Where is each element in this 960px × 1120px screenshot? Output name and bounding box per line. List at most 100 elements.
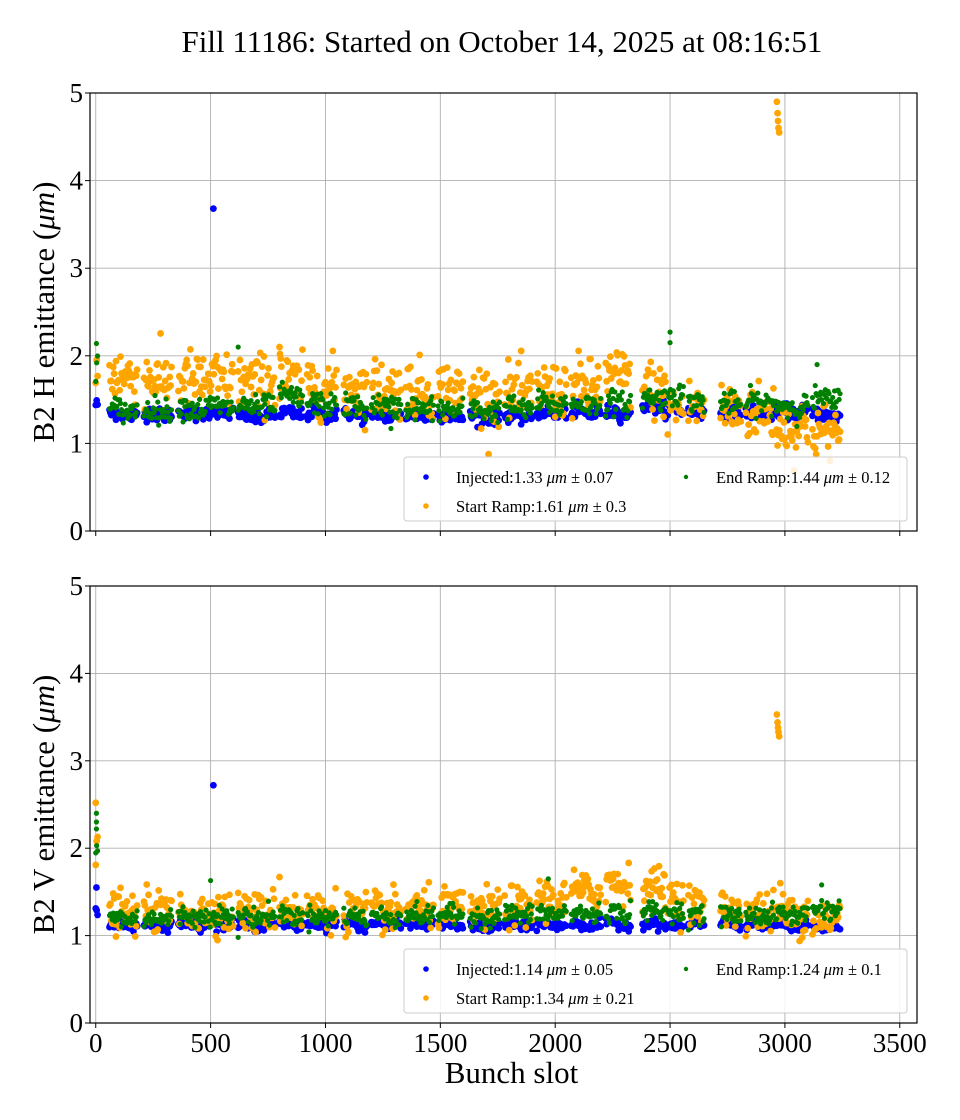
legend-box [403, 948, 908, 1014]
data-point [821, 915, 828, 922]
data-point [228, 399, 234, 405]
data-point [207, 382, 215, 390]
data-point [501, 892, 509, 899]
data-point [805, 402, 811, 408]
data-point-outlier [277, 355, 285, 362]
data-point [370, 394, 376, 401]
data-point [192, 378, 200, 386]
data-point [175, 387, 182, 395]
data-point [328, 378, 336, 386]
data-point [517, 920, 523, 926]
data-point [223, 351, 231, 359]
data-point [242, 924, 249, 932]
data-point [660, 413, 668, 421]
data-point [196, 415, 202, 421]
data-point [582, 379, 590, 387]
legend-label: Start Ramp:1.61 μm ± 0.3 [456, 497, 626, 516]
data-point [427, 924, 435, 932]
data-point [611, 414, 617, 420]
data-point [220, 368, 228, 376]
data-point [518, 381, 526, 389]
data-point [395, 369, 403, 377]
data-point [290, 399, 296, 405]
data-point [670, 388, 676, 394]
data-point [226, 384, 234, 392]
data-point [470, 373, 478, 381]
data-point [814, 409, 822, 417]
data-point [649, 899, 656, 905]
data-point [618, 397, 624, 403]
data-point [94, 833, 101, 841]
data-point [605, 393, 612, 399]
data-point [745, 421, 753, 429]
data-point [509, 902, 515, 908]
data-point [752, 428, 760, 436]
data-point [272, 913, 278, 920]
data-point [668, 881, 675, 889]
data-point [378, 361, 385, 369]
data-point [554, 407, 560, 414]
data-point [826, 391, 832, 397]
data-point [495, 423, 503, 431]
data-point [620, 353, 628, 360]
data-point-outlier [388, 425, 394, 432]
data-point [460, 395, 466, 401]
data-point [731, 923, 739, 930]
data-point [614, 915, 620, 921]
data-point [429, 418, 436, 424]
data-point [656, 365, 664, 373]
data-point [262, 401, 268, 407]
data-point [496, 405, 502, 411]
data-point [517, 347, 525, 355]
data-point [478, 925, 484, 932]
data-point [795, 432, 803, 440]
data-point [285, 375, 293, 383]
data-point [120, 420, 126, 426]
data-point [437, 418, 443, 424]
data-point [470, 406, 476, 412]
data-point [700, 397, 706, 403]
data-point [206, 388, 214, 395]
data-point [176, 890, 184, 898]
y-tick-label: 0 [70, 516, 84, 546]
data-point [738, 918, 744, 924]
data-point [241, 364, 249, 372]
data-point [593, 383, 601, 391]
data-point [469, 383, 477, 390]
data-point [329, 347, 337, 355]
data-point [540, 916, 546, 922]
data-point [179, 378, 187, 385]
data-point [697, 909, 703, 915]
data-point [234, 368, 242, 375]
data-point [420, 886, 428, 894]
legend-item-end-ramp: End Ramp:1.44 μm ± 0.12 [683, 468, 890, 487]
data-point [556, 402, 562, 408]
data-point [343, 390, 349, 396]
data-point [563, 401, 569, 407]
data-point-outlier [819, 882, 825, 888]
data-point [192, 924, 198, 930]
data-point [830, 394, 836, 401]
data-point [504, 416, 511, 422]
data-point [127, 412, 133, 419]
data-point [363, 378, 371, 386]
data-point-outlier [93, 884, 100, 891]
data-point [679, 410, 687, 418]
data-point [524, 913, 530, 919]
y-tick-label: 5 [70, 78, 84, 108]
data-point [508, 882, 516, 890]
data-point [474, 400, 481, 406]
data-point [333, 402, 340, 408]
legend: Injected:1.14 μm ± 0.05 Start Ramp:1.34 μ… [403, 948, 908, 1014]
x-tick-label: 3000 [758, 1028, 812, 1058]
data-point [788, 896, 796, 904]
data-point-outlier [276, 873, 283, 881]
data-point [837, 391, 843, 397]
data-point [528, 911, 534, 917]
data-point [730, 410, 738, 418]
data-point [753, 896, 761, 904]
data-point [578, 399, 584, 405]
data-point [376, 891, 384, 899]
data-point [109, 363, 117, 371]
data-point [255, 909, 261, 916]
